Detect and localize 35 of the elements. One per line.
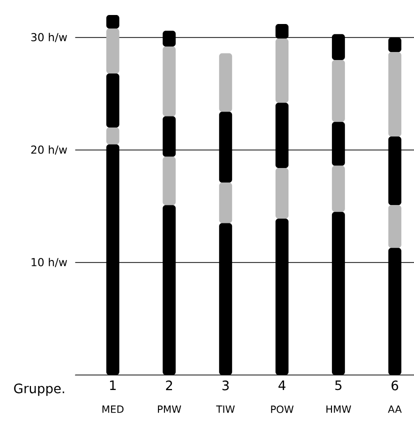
- x-tick-label: 3: [222, 380, 229, 390]
- text: PMW: [158, 406, 182, 413]
- bar: [106, 28, 120, 74]
- y-tick-label: 20 h/w: [31, 145, 68, 155]
- bar: [106, 128, 120, 144]
- bar: [388, 136, 402, 206]
- bar: [106, 74, 120, 128]
- x-axis-title: Gruppe.: [14, 384, 64, 396]
- bar: [388, 205, 402, 248]
- text: MED: [102, 406, 124, 413]
- bar: [219, 112, 232, 183]
- bar: [276, 168, 289, 219]
- bar: [162, 156, 176, 206]
- bar: [276, 38, 289, 103]
- text: HMW: [326, 406, 352, 413]
- bar: [219, 182, 232, 224]
- bar: [162, 116, 176, 157]
- y-tick-label: 10 h/w: [32, 258, 68, 268]
- x-tick-label: 6: [392, 380, 398, 390]
- x-tick-label: 1: [110, 380, 116, 390]
- x-tick-label: 2: [166, 380, 172, 390]
- text: POW: [271, 406, 294, 414]
- bar: [162, 46, 176, 116]
- bar: [219, 53, 232, 112]
- bar: [332, 60, 345, 122]
- bar: [106, 15, 120, 28]
- x-tick-label: 4: [278, 380, 286, 390]
- bar: [388, 52, 402, 136]
- bar: [332, 166, 345, 212]
- y-tick-label: 30 h/w: [31, 32, 68, 42]
- bar: [276, 102, 289, 168]
- x-tick-label: 5: [335, 380, 342, 390]
- bar: [332, 122, 345, 166]
- text: TIW: [216, 406, 235, 413]
- text: AA: [388, 406, 402, 413]
